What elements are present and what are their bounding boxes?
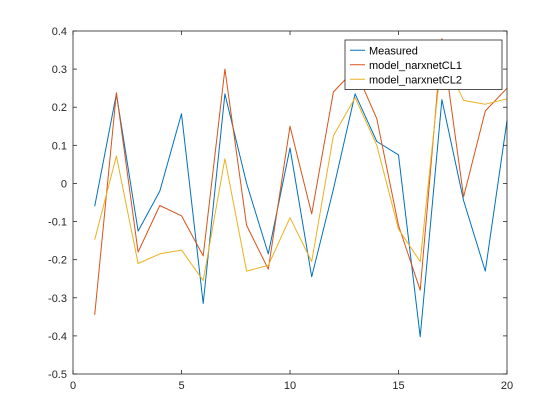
x-tick-label: 5 xyxy=(178,380,184,392)
y-tick-label: 0.4 xyxy=(52,26,67,38)
legend-box xyxy=(344,39,503,90)
legend-label: model_narxnetCL1 xyxy=(369,60,462,72)
series-line-1 xyxy=(94,93,508,338)
y-tick-label: -0.3 xyxy=(48,293,67,305)
y-tick-label: 0 xyxy=(61,178,67,190)
legend-label: Measured xyxy=(369,45,418,57)
x-tick-label: 15 xyxy=(392,380,404,392)
y-tick-label: 0.2 xyxy=(52,102,67,114)
x-tick-label: 20 xyxy=(501,380,513,392)
x-tick-label: 10 xyxy=(284,380,296,392)
axes-layer: 0 5 10 15 20 -0.5 -0.4 -0.3 -0.2 -0.1 0 0.1 0.2 0.3 0.… xyxy=(48,26,513,392)
y-tick-label: -0.4 xyxy=(48,331,67,343)
y-tick-label: -0.1 xyxy=(48,217,67,229)
legend-label: model_narxnetCL2 xyxy=(369,74,462,86)
legend: Measured model_narxnetCL1 model_narxnetCL2 xyxy=(344,39,503,90)
y-tick-label: 0.3 xyxy=(52,64,67,76)
y-tick-label: -0.2 xyxy=(48,255,67,267)
y-tick-label: -0.5 xyxy=(48,369,67,381)
x-tick-label: 0 xyxy=(70,380,76,392)
y-tick-label: 0.1 xyxy=(52,140,67,152)
